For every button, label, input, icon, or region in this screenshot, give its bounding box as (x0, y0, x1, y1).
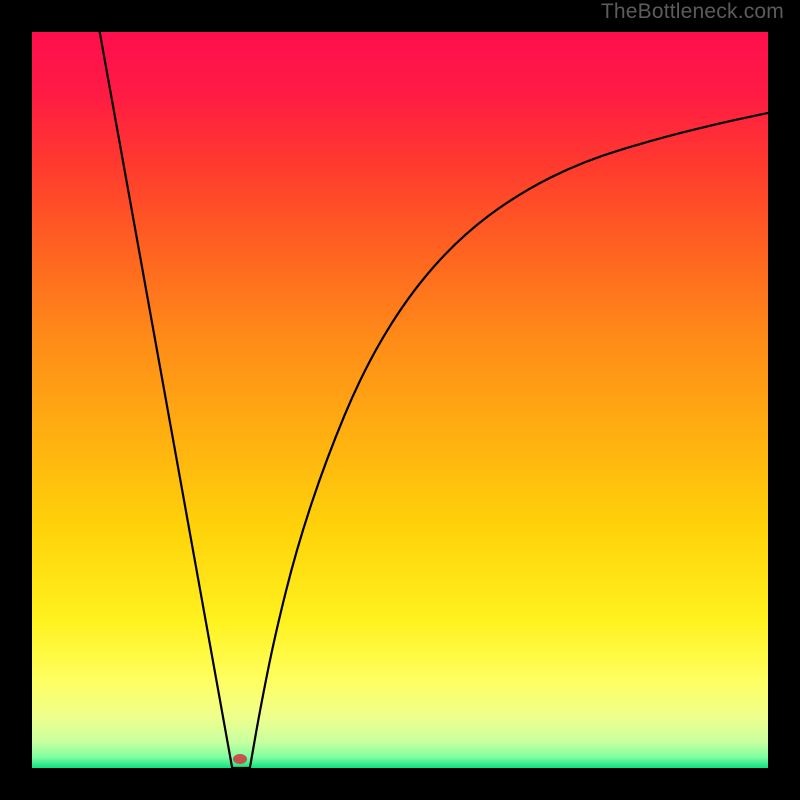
plot-area (32, 32, 768, 768)
chart-outer (0, 0, 800, 800)
bottleneck-curve (32, 32, 768, 768)
optimum-marker (233, 754, 247, 764)
watermark-text: TheBottleneck.com (601, 0, 784, 24)
